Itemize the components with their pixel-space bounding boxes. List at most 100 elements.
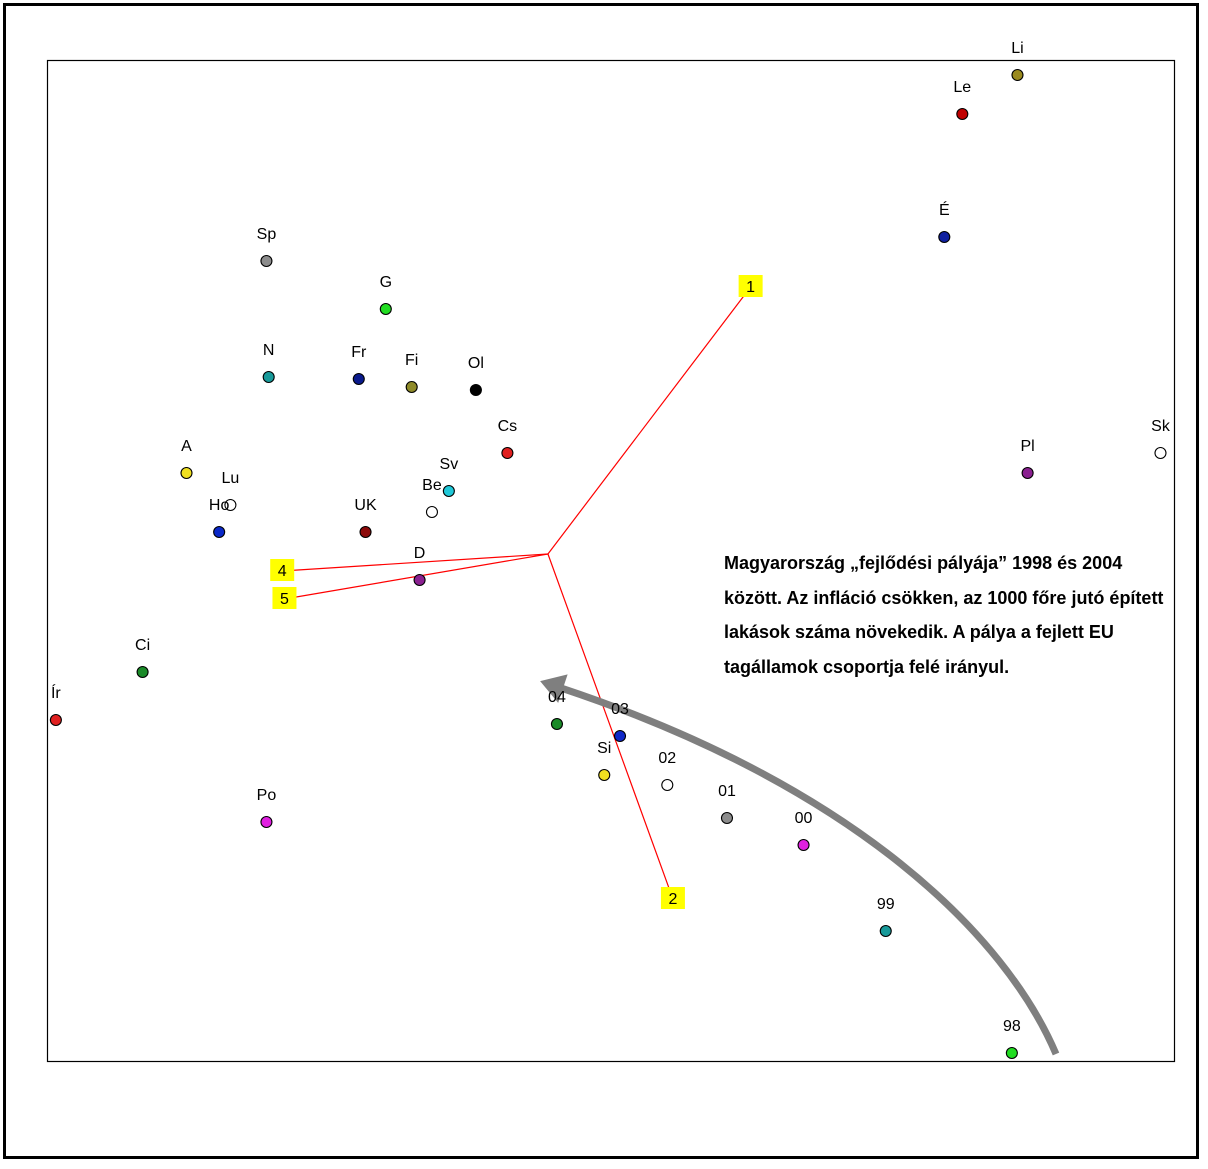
- point-label: 98: [1003, 1018, 1021, 1035]
- point-label: Cs: [498, 418, 518, 435]
- point-marker: [379, 302, 392, 316]
- point-marker: [720, 811, 734, 825]
- point-02: 02: [658, 750, 676, 792]
- vector-label-1: 1: [738, 275, 763, 297]
- vector-label-bg: [272, 587, 297, 609]
- point-marker: [413, 573, 426, 587]
- vector-line-1: [547, 286, 752, 555]
- point-marker: [879, 924, 892, 938]
- point-É: É: [938, 200, 951, 244]
- point-Ír: Ír: [49, 683, 62, 727]
- chart-frame: 1 2 4 5 Li Le É Sp G N Fr Fi Ol Cs Pl Sk A Lu Sv Be Ho UK D Ci…: [3, 3, 1199, 1159]
- point-99: 99: [877, 896, 895, 938]
- point-label: Be: [422, 477, 442, 494]
- point-marker: [613, 729, 627, 743]
- point-label: 99: [877, 896, 895, 913]
- point-label: Ol: [468, 355, 484, 372]
- point-marker: [598, 768, 611, 782]
- plot-area: [46, 59, 1176, 1063]
- point-label: Sk: [1151, 418, 1171, 435]
- point-marker: [938, 230, 951, 244]
- point-marker: [352, 372, 365, 386]
- point-label: 02: [658, 750, 676, 767]
- point-N: N: [262, 342, 275, 384]
- point-marker: [1005, 1046, 1018, 1060]
- point-marker: [501, 446, 514, 460]
- point-marker: [260, 815, 273, 829]
- point-Po: Po: [257, 787, 277, 829]
- point-label: A: [181, 438, 192, 455]
- point-Lu: Lu: [222, 470, 240, 512]
- vector-label-2: 2: [660, 887, 685, 909]
- point-Sp: Sp: [257, 226, 277, 268]
- point-01: 01: [718, 783, 736, 825]
- point-D: D: [413, 545, 426, 587]
- point-label: Sv: [440, 456, 459, 473]
- point-label: Le: [953, 79, 971, 96]
- point-label: Fr: [351, 344, 367, 361]
- trajectory-arrow-head: [540, 674, 568, 703]
- point-marker: [359, 525, 372, 539]
- point-marker: [442, 484, 455, 498]
- points-layer: Li Le É Sp G N Fr Fi Ol Cs Pl Sk A Lu Sv Be Ho UK D Ci Ír 04 0…: [49, 40, 1171, 1060]
- point-label: 04: [548, 689, 566, 706]
- point-Ci: Ci: [135, 637, 150, 679]
- vector-label-5: 5: [272, 587, 297, 609]
- point-Si: Si: [597, 740, 611, 782]
- point-Cs: Cs: [498, 418, 518, 460]
- vector-line-4: [282, 553, 548, 572]
- point-label: Ci: [135, 637, 150, 654]
- point-04: 04: [548, 689, 566, 731]
- point-marker: [1021, 466, 1034, 480]
- point-label: 03: [611, 701, 629, 718]
- point-label: Pl: [1021, 438, 1035, 455]
- point-03: 03: [611, 701, 629, 743]
- point-G: G: [379, 274, 392, 316]
- point-label: Ho: [209, 497, 230, 514]
- point-marker: [550, 717, 564, 731]
- point-label: Lu: [222, 470, 240, 487]
- point-Ol: Ol: [468, 355, 484, 397]
- point-marker: [405, 380, 418, 394]
- point-label: 01: [718, 783, 736, 800]
- point-Le: Le: [953, 79, 971, 121]
- point-A: A: [180, 438, 193, 480]
- point-marker: [136, 665, 149, 679]
- point-marker: [49, 713, 62, 727]
- trajectory-arrow-shaft: [559, 684, 1060, 1056]
- point-Be: Be: [422, 477, 442, 519]
- point-marker: [797, 838, 810, 852]
- point-Fr: Fr: [351, 344, 367, 386]
- point-Sv: Sv: [440, 456, 459, 498]
- point-marker: [260, 254, 273, 268]
- point-marker: [469, 383, 482, 397]
- point-label: Li: [1011, 40, 1023, 57]
- point-marker: [262, 370, 275, 384]
- point-marker: [224, 498, 237, 512]
- vector-label-text: 4: [278, 563, 287, 580]
- point-marker: [1011, 68, 1024, 82]
- vector-label-text: 5: [280, 591, 289, 608]
- point-label: Po: [257, 787, 277, 804]
- vector-label-4: 4: [270, 559, 295, 581]
- trajectory-arrow-layer: [540, 674, 1060, 1056]
- point-marker: [661, 778, 674, 792]
- point-00: 00: [795, 810, 813, 852]
- point-marker: [180, 466, 193, 480]
- vector-label-text: 1: [746, 279, 755, 296]
- point-label: 00: [795, 810, 813, 827]
- point-label: D: [414, 545, 426, 562]
- point-label: N: [263, 342, 275, 359]
- point-Fi: Fi: [405, 352, 418, 394]
- vector-line-2: [547, 553, 674, 900]
- point-Pl: Pl: [1021, 438, 1035, 480]
- point-Sk: Sk: [1151, 418, 1171, 460]
- point-label: Sp: [257, 226, 277, 243]
- point-98: 98: [1003, 1018, 1021, 1060]
- point-Ho: Ho: [209, 497, 230, 539]
- vector-label-text: 2: [668, 891, 677, 908]
- vector-label-bg: [660, 887, 685, 909]
- point-marker: [1154, 446, 1167, 460]
- biplot: 1 2 4 5 Li Le É Sp G N Fr Fi Ol Cs Pl Sk A Lu Sv Be Ho UK D Ci…: [46, 40, 1176, 1063]
- point-label: G: [380, 274, 392, 291]
